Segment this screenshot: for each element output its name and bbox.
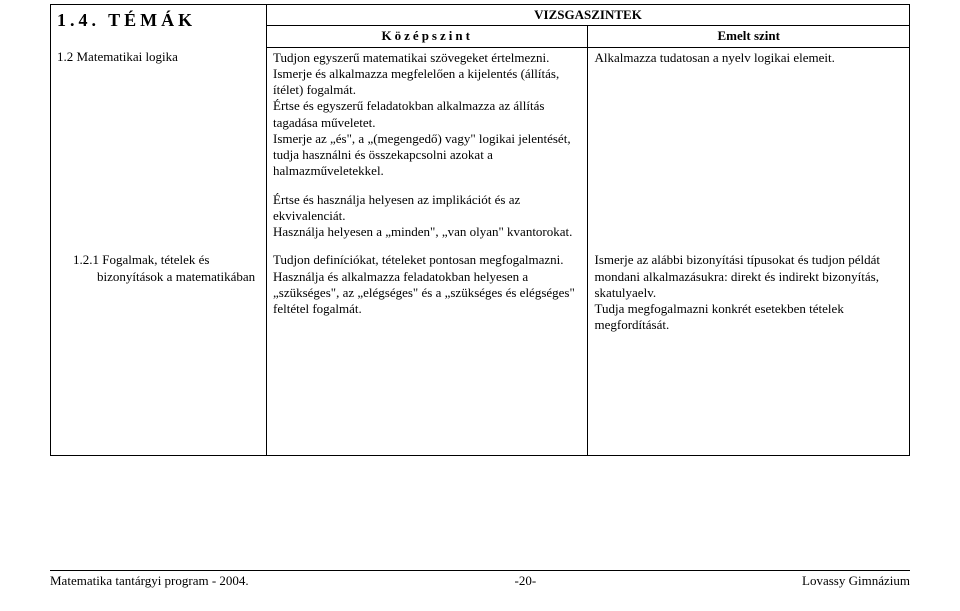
levels-header: VIZSGASZINTEK — [267, 5, 910, 26]
spacer-left — [51, 336, 267, 456]
row-fogalmak-mid: Tudjon definíciókat, tételeket pontosan … — [267, 242, 588, 335]
row-logika-right: Alkalmazza tudatosan a nyelv logikai ele… — [588, 47, 910, 182]
row-logika-label-cell: 1.2 Matematikai logika — [51, 47, 267, 182]
row-logika-label: 1.2 Matematikai logika — [57, 49, 178, 64]
row-fogalmak-right: Ismerje az alábbi bizonyítási típusokat … — [588, 242, 910, 335]
kozepszint-header: Középszint — [267, 26, 588, 47]
row-implication-mid: Értse és használja helyesen az implikáci… — [267, 182, 588, 243]
content-table: 1.4. TÉMÁK VIZSGASZINTEK Középszint Emel… — [50, 4, 910, 456]
row-logika: 1.2 Matematikai logika Tudjon egyszerű m… — [51, 47, 910, 182]
footer-center: -20- — [515, 573, 537, 589]
row-fogalmak-label: 1.2.1 Fogalmak, tételek és bizonyítások … — [57, 252, 260, 285]
footer-right: Lovassy Gimnázium — [802, 573, 910, 589]
spacer-mid — [267, 336, 588, 456]
row-fogalmak: 1.2.1 Fogalmak, tételek és bizonyítások … — [51, 242, 910, 335]
page-footer: Matematika tantárgyi program - 2004. -20… — [50, 570, 910, 589]
spacer-right — [588, 336, 910, 456]
footer-left: Matematika tantárgyi program - 2004. — [50, 573, 249, 589]
row-implication-label-cell — [51, 182, 267, 243]
row-implication: Értse és használja helyesen az implikáci… — [51, 182, 910, 243]
emelt-header: Emelt szint — [588, 26, 910, 47]
spacer-row — [51, 336, 910, 456]
row-implication-right — [588, 182, 910, 243]
section-title: 1.4. TÉMÁK — [57, 7, 260, 32]
header-row-1: 1.4. TÉMÁK VIZSGASZINTEK — [51, 5, 910, 26]
row-logika-mid: Tudjon egyszerű matematikai szövegeket é… — [267, 47, 588, 182]
footer-row: Matematika tantárgyi program - 2004. -20… — [50, 573, 910, 589]
section-title-cell: 1.4. TÉMÁK — [51, 5, 267, 48]
page-root: 1.4. TÉMÁK VIZSGASZINTEK Középszint Emel… — [0, 0, 960, 611]
footer-line — [50, 570, 910, 571]
row-fogalmak-label-cell: 1.2.1 Fogalmak, tételek és bizonyítások … — [51, 242, 267, 335]
